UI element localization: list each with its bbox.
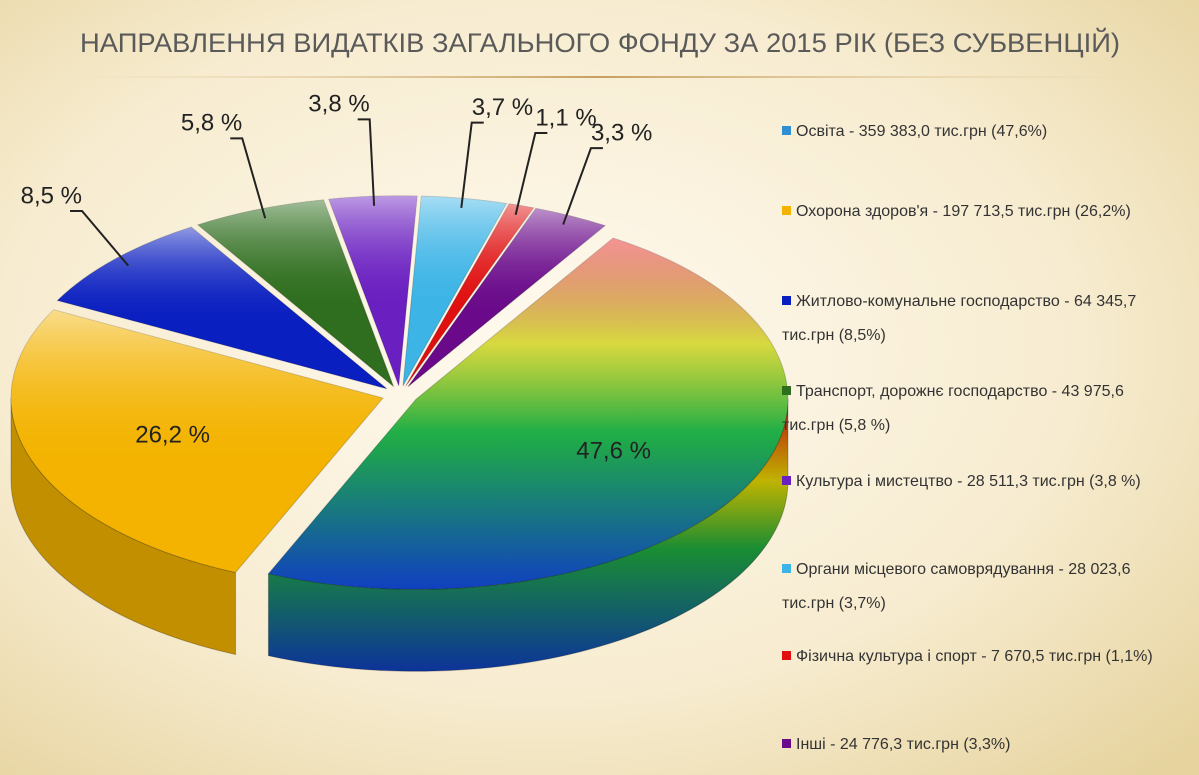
legend-label: Культура і мистецтво - 28 511,3 тис.грн … bbox=[796, 473, 1141, 490]
data-label: 3,7 % bbox=[472, 94, 533, 121]
legend-label: Інші - 24 776,3 тис.грн (3,3%) bbox=[796, 736, 1011, 753]
legend-swatch bbox=[782, 739, 791, 748]
data-label: 3,8 % bbox=[308, 91, 369, 118]
leader-line bbox=[460, 121, 484, 209]
data-label: 5,8 % bbox=[181, 110, 242, 137]
legend-swatch bbox=[782, 564, 791, 573]
legend-item: Житлово-комунальне господарство - 64 345… bbox=[782, 285, 1162, 353]
legend-item: Інші - 24 776,3 тис.грн (3,3%) bbox=[782, 728, 1162, 762]
data-label: 26,2 % bbox=[135, 421, 210, 448]
slice-shine bbox=[197, 199, 394, 387]
slice-shine bbox=[405, 203, 534, 387]
legend-swatch bbox=[782, 126, 791, 135]
legend-swatch bbox=[782, 476, 791, 485]
legend-label: Житлово-комунальне господарство - 64 345… bbox=[782, 293, 1137, 344]
data-label: 1,1 % bbox=[535, 104, 596, 131]
legend-item: Транспорт, дорожнє господарство - 43 975… bbox=[782, 375, 1162, 443]
legend-item: Фізична культура і спорт - 7 670,5 тис.г… bbox=[782, 640, 1162, 674]
slice-shine bbox=[268, 238, 788, 590]
legend-item: Культура і мистецтво - 28 511,3 тис.грн … bbox=[782, 465, 1162, 499]
legend-label: Освіта - 359 383,0 тис.грн (47,6%) bbox=[796, 123, 1048, 140]
slice-shine bbox=[402, 196, 507, 386]
data-label: 47,6 % bbox=[576, 438, 651, 465]
legend-swatch bbox=[782, 296, 791, 305]
leader-line bbox=[357, 118, 376, 206]
legend-item: Охорона здоров'я - 197 713,5 тис.грн (26… bbox=[782, 195, 1162, 229]
data-label: 3,3 % bbox=[591, 119, 652, 146]
legend-label: Фізична культура і спорт - 7 670,5 тис.г… bbox=[796, 648, 1153, 665]
legend-swatch bbox=[782, 651, 791, 660]
leader-line bbox=[514, 132, 548, 215]
leader-line bbox=[70, 210, 130, 267]
legend-label: Транспорт, дорожнє господарство - 43 975… bbox=[782, 383, 1124, 434]
data-label: 8,5 % bbox=[21, 182, 82, 209]
legend-item: Освіта - 359 383,0 тис.грн (47,6%) bbox=[782, 115, 1162, 149]
slice-shine bbox=[328, 195, 418, 386]
legend-swatch bbox=[782, 386, 791, 395]
legend-swatch bbox=[782, 206, 791, 215]
title-rule bbox=[70, 76, 1130, 78]
chart-title: НАПРАВЛЕННЯ ВИДАТКІВ ЗАГАЛЬНОГО ФОНДУ ЗА… bbox=[80, 27, 1120, 58]
slice-shine bbox=[407, 208, 606, 387]
legend-label: Органи місцевого самоврядування - 28 023… bbox=[782, 561, 1131, 612]
legend-label: Охорона здоров'я - 197 713,5 тис.грн (26… bbox=[796, 203, 1131, 220]
legend-item: Органи місцевого самоврядування - 28 023… bbox=[782, 553, 1162, 621]
slice-shine bbox=[57, 227, 387, 389]
leader-line bbox=[562, 147, 603, 225]
leader-line bbox=[230, 137, 267, 219]
slice-shine bbox=[11, 309, 384, 573]
